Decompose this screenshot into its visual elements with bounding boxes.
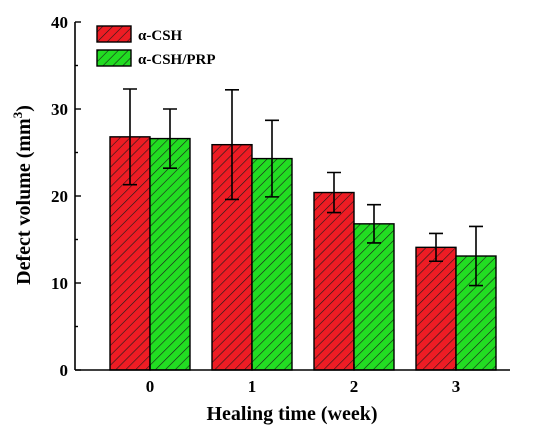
y-axis-title-suffix: ) [13, 105, 35, 112]
error-bar-alpha-csh-week-1 [225, 89, 239, 201]
legend-swatch-alpha-csh [96, 25, 132, 43]
bars-layer [109, 136, 497, 371]
x-tick-label: 2 [350, 377, 359, 396]
y-axis-title-main: Defect volume (mm [13, 118, 35, 285]
y-tick-label: 10 [51, 274, 68, 293]
x-tick-label: 3 [452, 377, 461, 396]
legend-label-alpha-csh: α-CSH [138, 28, 183, 44]
error-bar-alpha-csh-prp-week-3 [469, 225, 483, 287]
error-bar-alpha-csh-week-2 [327, 171, 341, 214]
y-tick-label: 20 [51, 187, 68, 206]
y-axis-title: Defect volume (mm3) [10, 105, 35, 285]
legend-label-alpha-csh-prp: α-CSH/PRP [138, 52, 216, 68]
error-bars-layer [123, 88, 483, 287]
y-tick-label: 0 [60, 361, 69, 380]
error-bar-alpha-csh-prp-week-1 [265, 119, 279, 198]
error-bar-alpha-csh-week-3 [429, 232, 443, 263]
x-tick-label: 0 [146, 377, 155, 396]
y-ticks: 0 10 20 30 40 [51, 13, 81, 380]
x-axis-title: Healing time (week) [206, 403, 377, 425]
y-tick-label: 40 [51, 13, 68, 32]
y-tick-label: 30 [51, 100, 68, 119]
error-bar-alpha-csh-prp-week-2 [367, 203, 381, 244]
bar-alpha-csh-week-3 [415, 246, 457, 371]
x-tick-label: 1 [248, 377, 257, 396]
legend-swatch-alpha-csh-prp [96, 49, 132, 67]
bar-alpha-csh-prp-week-0 [149, 137, 191, 371]
error-bar-alpha-csh-prp-week-0 [163, 108, 177, 169]
legend: α-CSH α-CSH/PRP [96, 25, 216, 68]
error-bar-alpha-csh-week-0 [123, 88, 137, 186]
y-axis-title-superscript: 3 [10, 111, 25, 118]
bar-alpha-csh-prp-week-2 [353, 223, 395, 371]
bar-alpha-csh-week-2 [313, 191, 355, 371]
bar-alpha-csh-prp-week-3 [455, 255, 497, 371]
x-ticks: 0 1 2 3 [146, 364, 461, 396]
